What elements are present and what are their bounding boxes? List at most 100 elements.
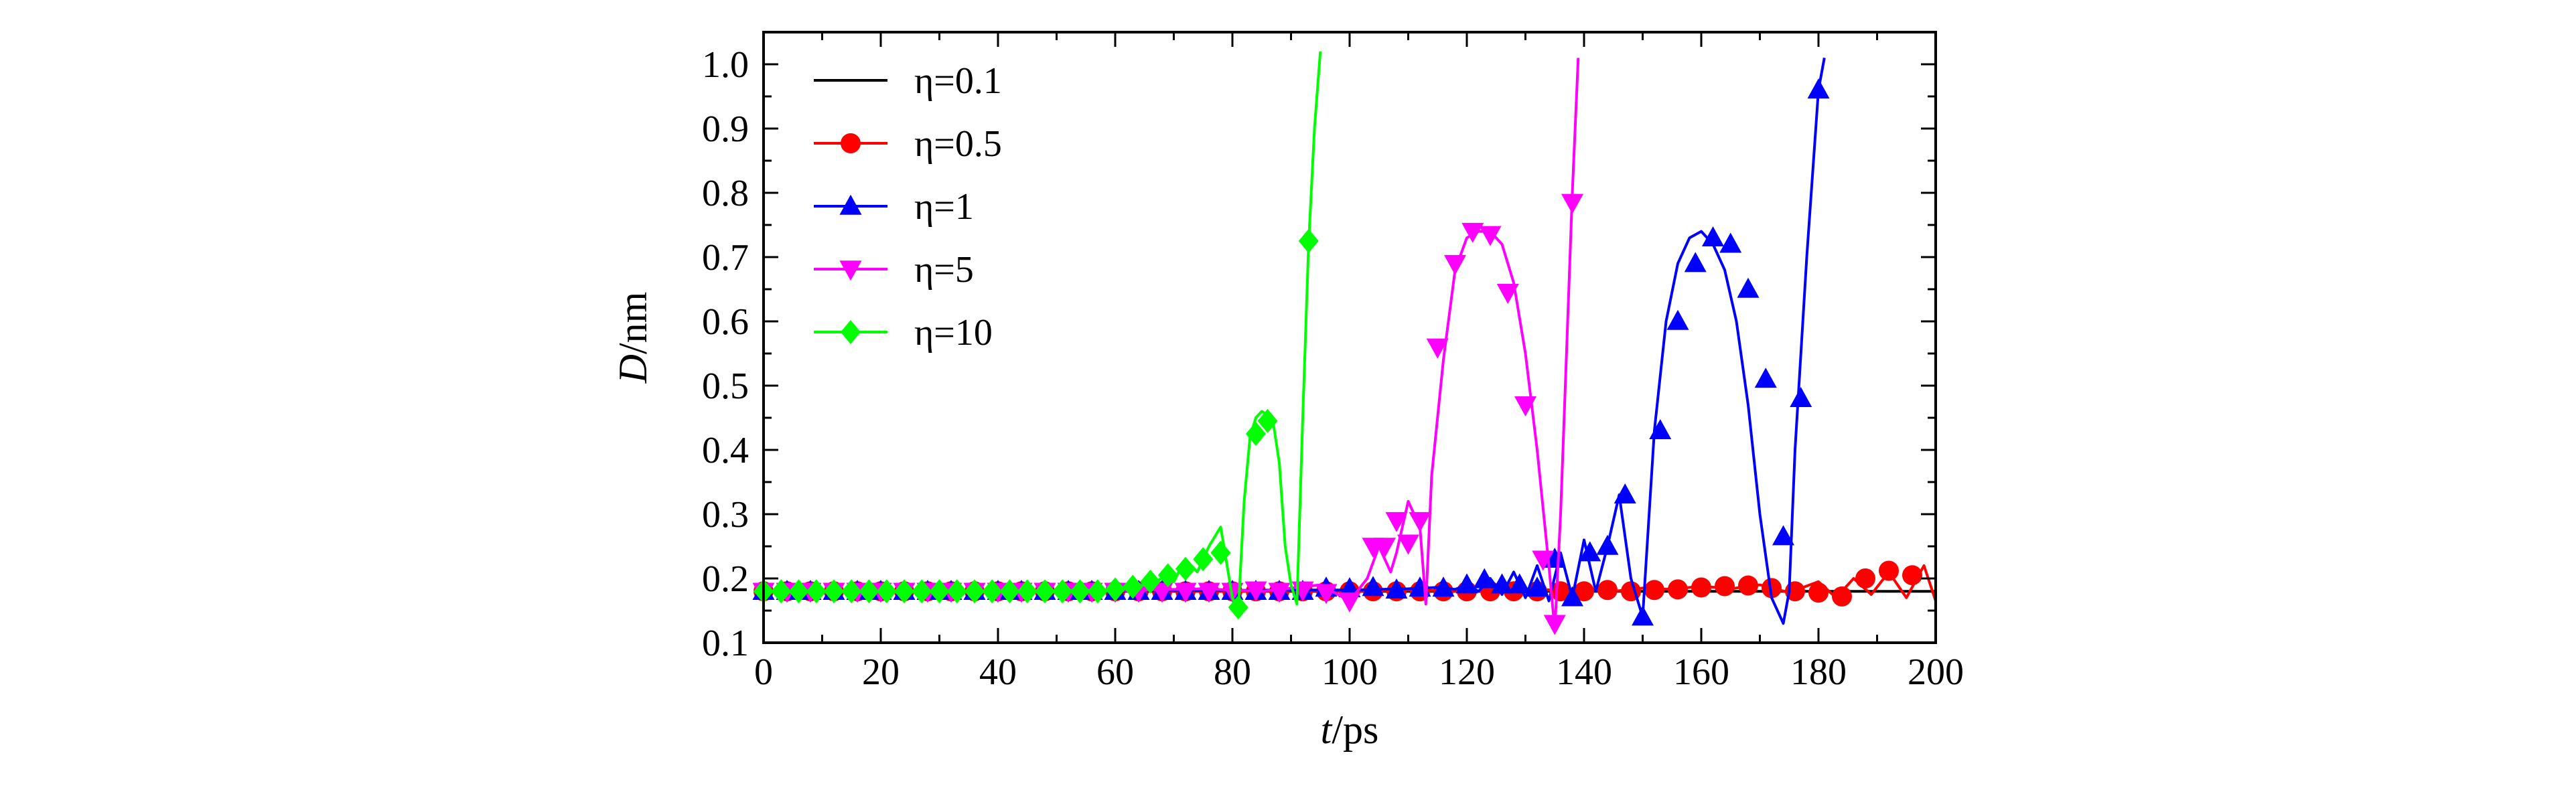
series-point-4 <box>912 579 932 604</box>
series-point-3 <box>1426 338 1449 359</box>
series-point-1 <box>1832 586 1852 607</box>
series-point-4 <box>1210 540 1231 565</box>
series-point-4 <box>1140 569 1161 594</box>
y-tick-label: 0.5 <box>702 366 749 407</box>
y-tick-label: 0.4 <box>702 430 749 471</box>
series-point-4 <box>788 579 809 604</box>
x-tick-label: 40 <box>979 651 1017 693</box>
series-point-4 <box>946 579 967 604</box>
legend-label: η=1 <box>914 186 974 228</box>
series-point-2 <box>1526 576 1549 597</box>
series-point-4 <box>876 579 897 604</box>
series-point-2 <box>1772 525 1794 546</box>
legend-item-4: η=10 <box>814 312 993 353</box>
series-point-4 <box>771 579 792 604</box>
series-point-3 <box>1338 592 1361 613</box>
y-tick-label: 0.9 <box>702 108 749 150</box>
series-point-1 <box>1879 560 1899 581</box>
series-point-4 <box>1298 229 1319 253</box>
series-point-3 <box>1496 284 1519 305</box>
legend-swatch-marker <box>841 320 861 344</box>
y-tick-label: 0.3 <box>702 494 749 536</box>
series-point-4 <box>1052 579 1073 604</box>
series-point-2 <box>1432 576 1455 597</box>
series-point-1 <box>1902 565 1922 586</box>
series-point-4 <box>1105 577 1125 602</box>
series-point-2 <box>1754 368 1777 388</box>
series-point-4 <box>999 579 1020 604</box>
series-point-1 <box>1738 575 1758 596</box>
legend-item-2: η=1 <box>814 186 974 228</box>
x-tick-label: 160 <box>1673 651 1729 693</box>
series-point-3 <box>1532 550 1555 571</box>
x-tick-label: 200 <box>1908 651 1964 693</box>
x-tick-label: 140 <box>1556 651 1612 693</box>
y-tick-label: 0.7 <box>702 237 749 279</box>
series-point-4 <box>859 579 879 604</box>
series-point-3 <box>1174 582 1197 603</box>
series-point-4 <box>1228 595 1248 620</box>
series-point-1 <box>1644 580 1664 601</box>
legend-label: η=5 <box>914 249 974 291</box>
y-axis-var: D <box>611 354 655 384</box>
series-point-4 <box>1175 556 1196 581</box>
series-point-4 <box>1157 563 1178 588</box>
series-4 <box>754 51 1322 620</box>
series-point-3 <box>1151 582 1173 603</box>
series-line-3 <box>763 58 1580 631</box>
series-point-1 <box>1597 580 1618 601</box>
series-point-4 <box>1087 579 1108 604</box>
series-point-3 <box>1315 584 1338 605</box>
x-axis-unit: /ps <box>1332 708 1378 752</box>
series-point-3 <box>1244 581 1267 602</box>
series-point-1 <box>1574 581 1594 602</box>
series-point-3 <box>1268 582 1291 603</box>
series-point-4 <box>1193 547 1214 572</box>
x-tick-label: 120 <box>1439 651 1495 693</box>
legend: η=0.1 η=0.5 η=1 η=5 η=10 <box>814 60 1002 353</box>
series-point-2 <box>1455 573 1478 594</box>
series-point-2 <box>1719 232 1742 253</box>
axis-ticks: 0 20 40 60 80 100 120 140 160 180 200 0.1 0.2 0.3 0.4 0… <box>702 32 1964 693</box>
series-point-2 <box>1807 78 1830 99</box>
plot-data <box>752 51 1937 635</box>
series-point-2 <box>1508 573 1531 594</box>
y-tick-label: 0.6 <box>702 301 749 343</box>
series-point-4 <box>929 579 950 604</box>
series-point-2 <box>1362 576 1384 597</box>
legend-label: η=10 <box>914 312 993 353</box>
series-point-2 <box>1491 573 1513 594</box>
legend-swatch-marker <box>839 260 862 281</box>
legend-swatch-marker <box>839 194 862 215</box>
series-point-4 <box>1017 579 1037 604</box>
series-point-1 <box>1668 579 1688 600</box>
series-point-3 <box>1514 396 1536 417</box>
series-point-2 <box>1473 568 1496 588</box>
y-axis-unit: /nm <box>611 292 655 354</box>
series-point-2 <box>1684 252 1707 272</box>
series-point-3 <box>1543 615 1566 635</box>
series-point-3 <box>1374 538 1396 558</box>
legend-swatch-marker <box>841 133 861 153</box>
series-point-4 <box>1246 422 1266 446</box>
series-point-4 <box>841 579 862 604</box>
x-axis-var: t <box>1321 708 1333 752</box>
series-point-4 <box>1070 579 1090 604</box>
series-point-3 <box>1561 193 1583 214</box>
series-point-4 <box>964 579 985 604</box>
x-tick-label: 100 <box>1321 651 1378 693</box>
series-point-2 <box>1561 586 1583 607</box>
series-point-3 <box>1409 512 1431 532</box>
series-point-2 <box>1737 277 1760 298</box>
series-point-3 <box>1397 534 1419 555</box>
series-point-1 <box>1715 576 1735 597</box>
series-point-3 <box>1479 226 1502 246</box>
series-point-4 <box>982 579 1003 604</box>
series-point-1 <box>1691 577 1711 598</box>
legend-item-1: η=0.5 <box>814 123 1002 165</box>
series-point-2 <box>1614 483 1636 503</box>
series-point-4 <box>1257 408 1278 433</box>
x-tick-label: 60 <box>1096 651 1134 693</box>
legend-label: η=0.5 <box>914 123 1002 165</box>
